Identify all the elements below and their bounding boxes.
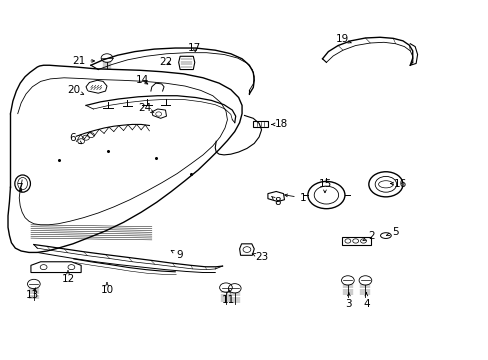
Text: 1: 1	[284, 193, 305, 203]
Text: 22: 22	[159, 57, 172, 67]
Text: 11: 11	[222, 289, 235, 305]
Text: 8: 8	[271, 196, 281, 207]
Text: 17: 17	[188, 43, 201, 53]
Text: 19: 19	[335, 35, 351, 44]
Text: 24: 24	[138, 103, 154, 113]
Text: 14: 14	[135, 75, 148, 85]
Text: 13: 13	[26, 288, 39, 301]
Text: 10: 10	[100, 283, 113, 296]
Text: 7: 7	[16, 183, 22, 193]
Text: 12: 12	[61, 271, 75, 284]
Text: 23: 23	[252, 252, 267, 262]
Text: 9: 9	[171, 250, 183, 260]
Text: 20: 20	[67, 85, 83, 95]
Text: 3: 3	[345, 293, 351, 309]
Text: 5: 5	[386, 227, 398, 237]
Text: 2: 2	[362, 231, 374, 241]
Text: 16: 16	[390, 179, 407, 189]
Text: 6: 6	[69, 133, 81, 144]
Text: 21: 21	[72, 56, 94, 66]
Text: 15: 15	[318, 179, 331, 193]
Text: 4: 4	[363, 293, 369, 309]
Text: 18: 18	[271, 120, 287, 129]
